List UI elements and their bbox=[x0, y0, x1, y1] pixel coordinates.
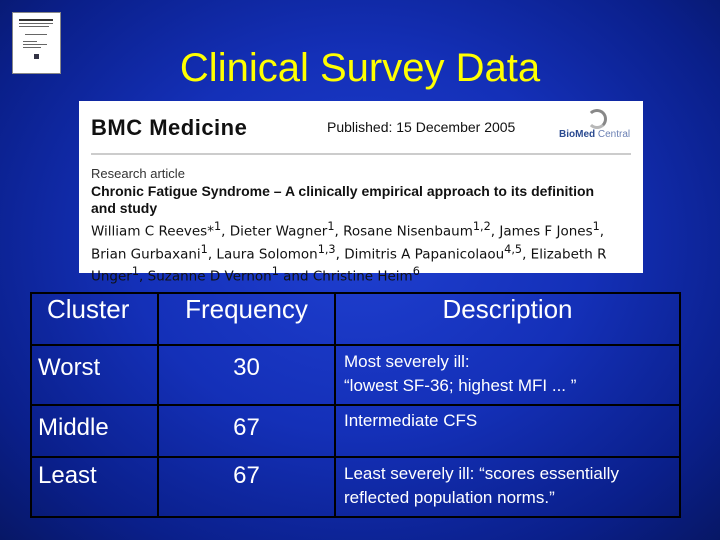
biomed-central-logo-icon: BioMed Central bbox=[559, 109, 634, 143]
description-line: “lowest SF-36; highest MFI ... ” bbox=[344, 376, 577, 395]
description-line: Least severely ill: “scores essentially bbox=[344, 464, 619, 483]
paper-header-image: BMC Medicine Published: 15 December 2005… bbox=[79, 101, 643, 285]
paper-thumbnail-icon bbox=[12, 12, 61, 74]
article-authors: William C Reeves*1, Dieter Wagner1, Rosa… bbox=[91, 220, 607, 285]
header-description: Description bbox=[334, 292, 681, 346]
header-cluster: Cluster bbox=[30, 292, 159, 346]
description-cell: Intermediate CFS bbox=[334, 404, 681, 458]
table-row: Least 67 Least severely ill: “scores ess… bbox=[30, 456, 681, 518]
header-frequency: Frequency bbox=[157, 292, 336, 346]
table-header-row: Cluster Frequency Description bbox=[30, 292, 681, 346]
description-cell: Most severely ill: “lowest SF-36; highes… bbox=[334, 344, 681, 406]
frequency-cell: 67 bbox=[157, 404, 336, 458]
description-line: reflected population norms.” bbox=[344, 488, 555, 507]
frequency-cell: 67 bbox=[157, 456, 336, 518]
description-line: Intermediate CFS bbox=[344, 411, 478, 430]
logo-text-biomed: BioMed bbox=[559, 129, 596, 140]
divider bbox=[91, 153, 631, 155]
logo-text-central: Central bbox=[595, 129, 631, 140]
frequency-cell: 30 bbox=[157, 344, 336, 406]
table-row: Middle 67 Intermediate CFS bbox=[30, 404, 681, 458]
article-type: Research article bbox=[91, 166, 185, 181]
cluster-cell: Least bbox=[30, 456, 159, 518]
cluster-cell: Middle bbox=[30, 404, 159, 458]
table-row: Worst 30 Most severely ill: “lowest SF-3… bbox=[30, 344, 681, 406]
cluster-cell: Worst bbox=[30, 344, 159, 406]
article-title: Chronic Fatigue Syndrome – A clinically … bbox=[91, 183, 595, 216]
cluster-table: Cluster Frequency Description Worst 30 M… bbox=[30, 292, 681, 518]
description-line: Most severely ill: bbox=[344, 352, 470, 371]
description-cell: Least severely ill: “scores essentially … bbox=[334, 456, 681, 518]
slide-title: Clinical Survey Data bbox=[179, 46, 541, 90]
journal-name: BMC Medicine bbox=[91, 115, 248, 140]
published-date: Published: 15 December 2005 bbox=[327, 119, 516, 135]
